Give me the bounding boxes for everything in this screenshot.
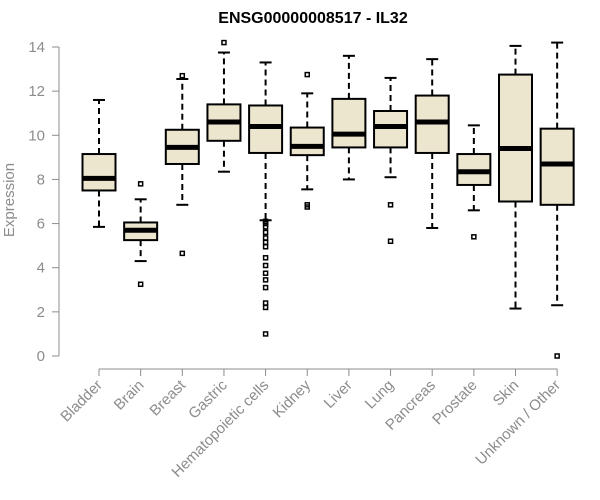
outlier-point (221, 39, 227, 46)
outlier-point (262, 284, 269, 291)
iqr-box (248, 104, 284, 154)
outlier-point (387, 202, 394, 208)
outlier-point (262, 304, 269, 311)
box-prostate (456, 124, 492, 240)
box-lung (373, 76, 409, 244)
outlier-point (137, 281, 144, 288)
outlier-point (304, 202, 310, 208)
outlier-point (262, 262, 269, 269)
outlier-point (262, 218, 269, 225)
outlier-point (262, 270, 269, 276)
y-tick-label: 8 (37, 171, 45, 188)
outlier-point (304, 71, 310, 78)
outlier-point (554, 353, 560, 359)
outlier-point (262, 243, 269, 250)
y-tick-label: 0 (37, 348, 45, 365)
boxes-group (81, 39, 575, 359)
outlier-point (262, 300, 269, 306)
box-brain (123, 181, 159, 288)
outlier-point (179, 72, 186, 79)
outlier-point (387, 238, 394, 244)
y-tick-label: 4 (37, 260, 45, 277)
box-gastric (206, 39, 242, 173)
outlier-point (137, 181, 144, 187)
box-pancreas (414, 58, 450, 229)
y-axis-label: Expression (1, 163, 18, 237)
x-tick-label: Skin (490, 377, 523, 410)
box-liver (331, 54, 367, 181)
y-tick-label: 10 (28, 127, 45, 144)
iqr-box (539, 127, 575, 206)
y-tick-label: 2 (37, 304, 45, 321)
outlier-point (262, 331, 269, 337)
x-tick-label: Prostate (429, 377, 481, 429)
x-tick-label: Brain (111, 377, 148, 414)
x-tick-label: Breast (146, 376, 189, 419)
y-tick-label: 12 (28, 83, 45, 100)
box-unknown-other (539, 41, 575, 359)
chart-title: ENSG00000008517 - IL32 (218, 10, 408, 27)
box-breast (164, 72, 200, 257)
outlier-point (262, 235, 269, 241)
x-tick-label: Kidney (270, 376, 315, 421)
box-skin (498, 44, 533, 310)
iqr-box (498, 73, 533, 203)
outlier-point (179, 250, 186, 257)
iqr-box (331, 97, 367, 149)
outlier-point (262, 229, 269, 236)
box-bladder (81, 98, 117, 228)
outlier-point (262, 277, 269, 283)
outlier-point (262, 239, 269, 246)
iqr-box (289, 126, 325, 157)
y-axis: 0 2 4 6 8 10 12 14 (28, 39, 60, 365)
box-kidney (289, 71, 325, 210)
x-tick-label: Bladder (57, 377, 106, 426)
y-tick-label: 14 (28, 39, 45, 56)
x-tick-label: Liver (321, 377, 356, 412)
outlier-point (471, 234, 477, 240)
iqr-box (81, 153, 117, 192)
x-tick-label: Lung (362, 377, 398, 413)
box-hematopoietic-cells (248, 61, 284, 337)
outlier-point (262, 255, 269, 261)
y-tick-label: 6 (37, 216, 45, 233)
iqr-box (373, 110, 409, 149)
